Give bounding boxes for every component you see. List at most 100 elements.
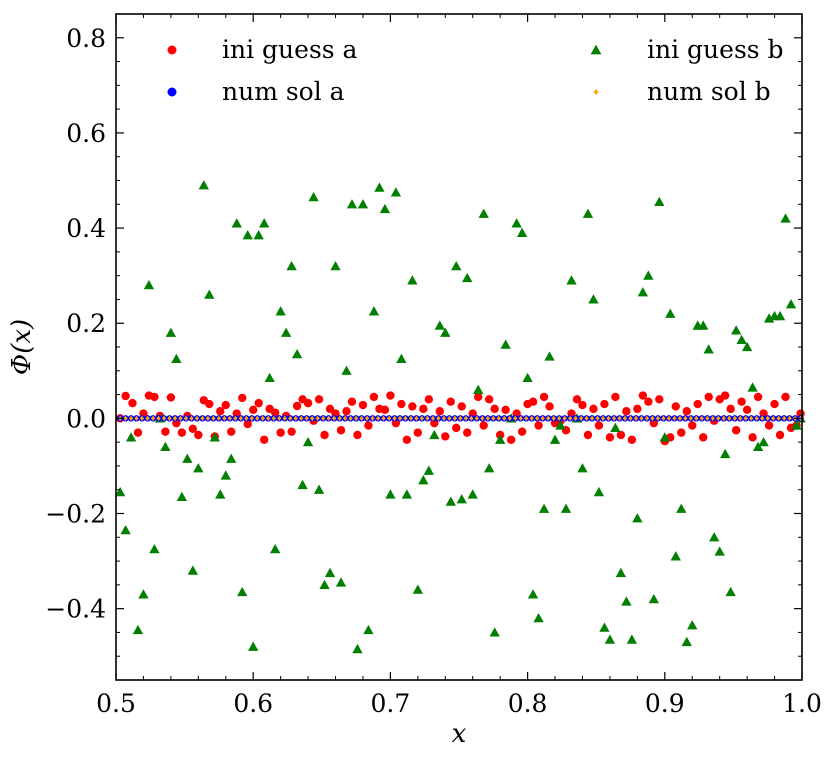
data-point — [310, 415, 315, 421]
data-point — [348, 415, 353, 421]
data-point — [622, 407, 631, 416]
data-point — [386, 391, 395, 400]
data-point — [401, 489, 413, 499]
data-point — [194, 415, 200, 421]
data-point — [627, 435, 637, 444]
data-point — [429, 429, 440, 440]
data-point — [364, 421, 373, 430]
data-point — [527, 589, 539, 599]
legend-item: ini guess a — [167, 35, 358, 64]
x-tick-label: 0.8 — [508, 689, 548, 718]
data-point — [368, 306, 380, 316]
data-point — [698, 320, 709, 330]
data-point — [628, 415, 633, 421]
data-point — [491, 415, 496, 421]
plot-data — [114, 180, 806, 654]
data-point — [474, 415, 479, 421]
data-point — [633, 415, 639, 421]
data-point — [500, 339, 511, 349]
data-point — [282, 415, 287, 421]
y-tick-label: −0.2 — [45, 500, 106, 529]
data-point — [390, 187, 402, 197]
data-point — [198, 180, 209, 190]
data-point — [304, 415, 309, 421]
legend-label: ini guess b — [647, 35, 784, 64]
data-point — [138, 589, 149, 599]
data-point — [644, 415, 650, 421]
data-point — [288, 415, 293, 421]
data-point — [791, 420, 802, 430]
data-point — [621, 596, 632, 606]
data-point — [187, 565, 198, 575]
data-point — [467, 489, 478, 499]
data-point — [694, 415, 699, 421]
data-point — [704, 392, 713, 402]
data-point — [403, 415, 408, 421]
data-point — [655, 395, 664, 404]
x-tick-label: 0.6 — [233, 689, 273, 718]
data-point — [280, 327, 292, 337]
data-point — [615, 567, 627, 578]
data-point — [255, 415, 260, 421]
data-point — [633, 404, 642, 414]
legend-marker — [593, 89, 599, 95]
data-point — [677, 428, 686, 437]
data-point — [573, 415, 578, 421]
data-point — [149, 544, 160, 554]
data-point — [314, 395, 324, 404]
data-point — [320, 430, 329, 440]
data-point — [572, 395, 582, 404]
data-point — [579, 415, 584, 421]
data-point — [639, 415, 644, 421]
data-point — [742, 405, 752, 414]
data-point — [765, 415, 770, 421]
data-point — [221, 400, 230, 410]
data-point — [335, 577, 347, 587]
data-point — [456, 494, 467, 504]
data-point — [507, 415, 512, 421]
data-point — [347, 397, 357, 406]
data-point — [276, 428, 285, 437]
data-point — [145, 415, 150, 421]
data-point — [770, 399, 779, 409]
data-point — [727, 415, 732, 421]
data-point — [216, 407, 225, 416]
data-point — [330, 260, 341, 271]
data-point — [260, 415, 265, 421]
y-axis-title: Φ(x) — [7, 319, 37, 375]
data-point — [156, 415, 161, 421]
data-point — [749, 415, 754, 421]
data-point — [754, 415, 759, 421]
data-point — [731, 426, 741, 435]
data-point — [125, 432, 137, 442]
data-point — [412, 584, 423, 594]
data-point — [513, 415, 518, 421]
data-point — [670, 551, 681, 561]
legend-marker — [167, 87, 177, 97]
data-point — [160, 441, 171, 452]
legend-label: num sol a — [222, 77, 345, 106]
data-point — [600, 415, 606, 421]
data-point — [705, 415, 710, 421]
data-point — [672, 415, 677, 421]
data-point — [291, 348, 303, 359]
data-point — [666, 415, 671, 421]
data-point — [676, 503, 687, 513]
data-point — [463, 415, 468, 421]
data-point — [485, 415, 490, 421]
data-point — [326, 415, 331, 421]
data-point — [143, 279, 155, 290]
data-point — [183, 415, 189, 421]
data-point — [165, 327, 177, 337]
data-point — [604, 634, 616, 644]
data-point — [216, 415, 221, 421]
data-point — [369, 392, 379, 402]
data-point — [463, 428, 472, 437]
data-point — [363, 624, 374, 635]
data-point — [703, 344, 714, 354]
data-point — [446, 397, 455, 406]
data-point — [787, 415, 792, 421]
plot-frame — [115, 13, 803, 681]
y-tick-label: 0.0 — [66, 404, 106, 433]
data-point — [352, 643, 363, 654]
